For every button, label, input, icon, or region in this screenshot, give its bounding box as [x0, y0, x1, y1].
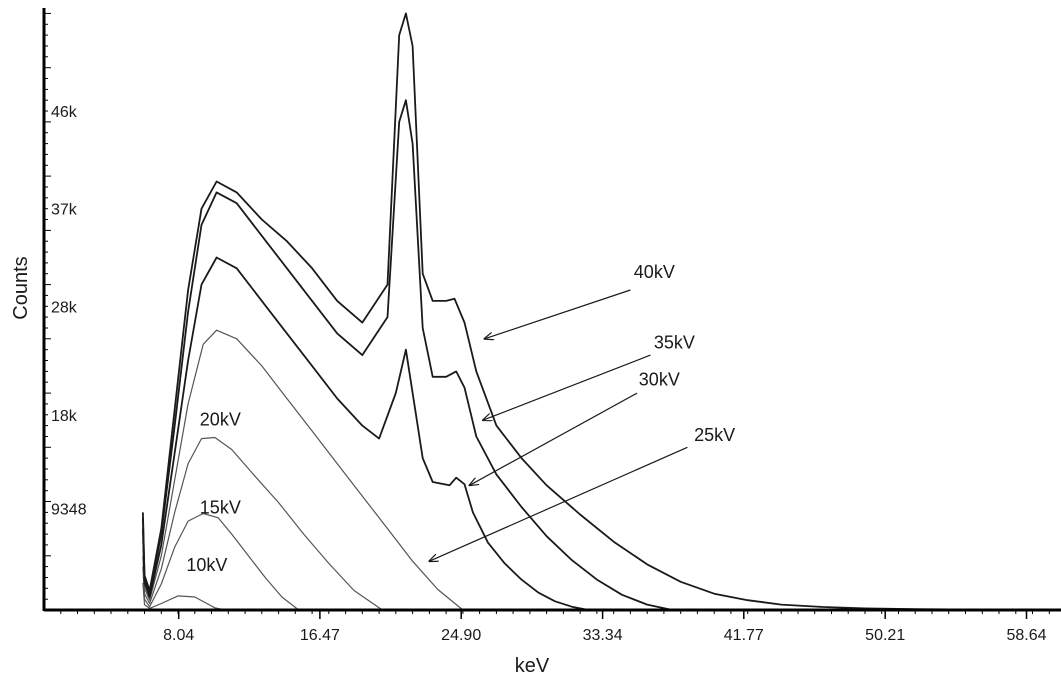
axes [42, 8, 1061, 612]
series-line-15kv [142, 512, 300, 611]
ticks: 8.04 16.47 24.90 33.34 41.77 50.21 58.64 9348 18… [44, 12, 1050, 644]
annotation-label: 30kV [639, 370, 680, 390]
series-line-30kv [142, 256, 589, 611]
annotations: 40kV 35kV 30kV 25kV 20kV 15kV 10kV [186, 262, 735, 575]
annotation-arrow [429, 446, 688, 561]
annotation-label: 15kV [200, 498, 241, 518]
annotation-label: 40kV [634, 262, 675, 282]
annotation-label: 20kV [200, 410, 241, 430]
y-tick-label: 18k [51, 408, 78, 425]
y-tick-label: 46k [51, 104, 78, 121]
series-line-35kv [142, 99, 673, 611]
annotation-label: 10kV [186, 555, 227, 575]
y-axis-title: Counts [10, 256, 32, 319]
x-tick-label: 41.77 [724, 627, 764, 644]
y-tick-label: 9348 [51, 502, 87, 519]
series-line-10kv [142, 582, 226, 611]
series-line-20kv [142, 436, 383, 611]
x-tick-label: 16.47 [300, 627, 340, 644]
y-tick-label: 28k [51, 299, 78, 316]
annotation-label: 35kV [654, 333, 695, 353]
annotation-arrow [470, 392, 638, 485]
annotation-arrow [485, 289, 631, 339]
x-tick-label: 8.04 [163, 627, 194, 644]
x-tick-label: 58.64 [1006, 627, 1046, 644]
y-tick-label: 37k [51, 202, 78, 219]
annotation-label: 25kV [694, 425, 735, 445]
plot-area [142, 12, 1061, 611]
x-tick-label: 50.21 [865, 627, 905, 644]
annotation-arrow [483, 354, 651, 420]
series-line-40kv [142, 12, 1061, 611]
x-tick-label: 33.34 [583, 627, 623, 644]
x-axis-title: keV [515, 655, 550, 677]
labels: keV Counts [10, 256, 550, 677]
series-line-25kv [142, 329, 464, 611]
x-tick-label: 24.90 [441, 627, 481, 644]
